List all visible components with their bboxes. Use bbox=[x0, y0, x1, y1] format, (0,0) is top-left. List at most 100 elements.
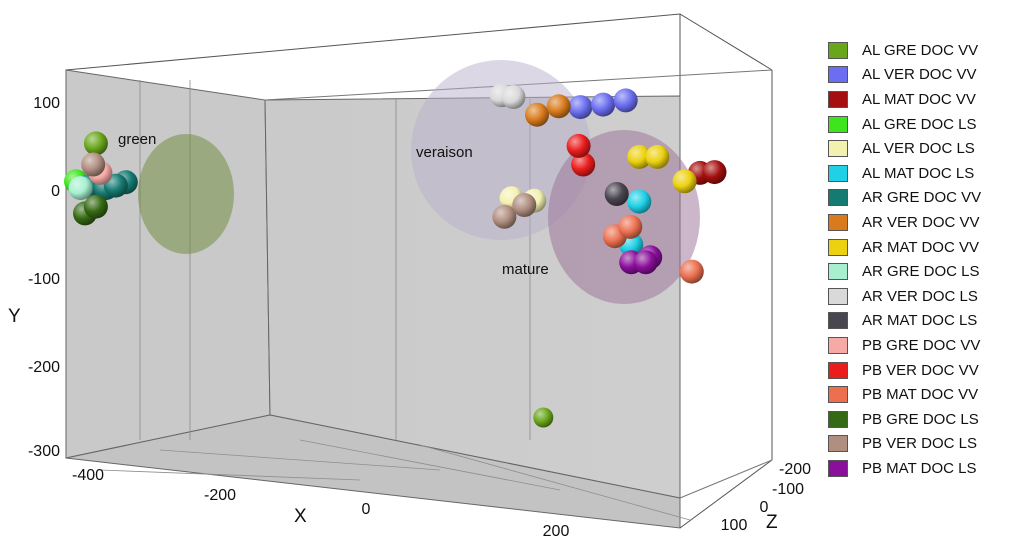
x-tick-label: -400 bbox=[72, 467, 104, 484]
legend-label: AL MAT DOC VV bbox=[862, 90, 976, 108]
legend-item: AL MAT DOC VV bbox=[828, 87, 1018, 112]
legend-item: AL GRE DOC VV bbox=[828, 38, 1018, 63]
legend-label: AR GRE DOC VV bbox=[862, 189, 982, 207]
legend-label: AR MAT DOC LS bbox=[862, 312, 978, 330]
cluster-labels: green veraison mature bbox=[118, 131, 549, 278]
legend-swatch bbox=[828, 263, 848, 281]
legend-item: PB MAT DOC LS bbox=[828, 456, 1018, 481]
legend-item: AR VER DOC VV bbox=[828, 210, 1018, 235]
legend-swatch bbox=[828, 435, 848, 453]
legend-item: PB MAT DOC VV bbox=[828, 382, 1018, 407]
data-point bbox=[525, 102, 549, 127]
data-point bbox=[533, 407, 554, 428]
data-point bbox=[633, 250, 658, 275]
legend-item: AR MAT DOC LS bbox=[828, 309, 1018, 334]
legend-label: PB MAT DOC VV bbox=[862, 386, 979, 404]
legend-label: PB VER DOC VV bbox=[862, 361, 979, 379]
y-tick-label: -100 bbox=[28, 271, 60, 288]
legend-item: PB VER DOC VV bbox=[828, 358, 1018, 383]
data-point bbox=[627, 189, 652, 214]
y-tick-label: -200 bbox=[28, 359, 60, 376]
legend-swatch bbox=[828, 459, 848, 477]
legend-item: AR VER DOC LS bbox=[828, 284, 1018, 309]
x-tick-label: -200 bbox=[204, 487, 236, 504]
legend-label: AL GRE DOC LS bbox=[862, 115, 977, 133]
legend-label: PB VER DOC LS bbox=[862, 435, 978, 453]
legend-swatch bbox=[828, 66, 848, 84]
data-point bbox=[604, 182, 629, 206]
y-tick-label: 100 bbox=[33, 95, 60, 112]
legend-item: AR MAT DOC VV bbox=[828, 235, 1018, 260]
data-point bbox=[613, 88, 638, 113]
data-point bbox=[591, 92, 616, 117]
data-point bbox=[81, 152, 106, 177]
legend-label: AL MAT DOC LS bbox=[862, 164, 975, 182]
data-point bbox=[672, 169, 697, 194]
legend-swatch bbox=[828, 361, 848, 379]
cluster-label-green: green bbox=[118, 131, 156, 148]
legend-swatch bbox=[828, 41, 848, 59]
x-tick-label: 0 bbox=[362, 501, 371, 518]
z-axis-label: Z bbox=[766, 512, 778, 533]
data-point bbox=[83, 131, 108, 156]
z-tick-label: 100 bbox=[721, 517, 748, 534]
legend-item: AL VER DOC VV bbox=[828, 63, 1018, 88]
legend-swatch bbox=[828, 189, 848, 207]
legend-label: AR MAT DOC VV bbox=[862, 238, 979, 256]
legend-label: PB GRE DOC LS bbox=[862, 410, 979, 428]
data-point bbox=[571, 152, 596, 177]
cluster-label-veraison: veraison bbox=[416, 144, 473, 161]
data-point bbox=[568, 95, 593, 120]
legend-label: AR GRE DOC LS bbox=[862, 263, 980, 281]
legend-label: AL GRE DOC VV bbox=[862, 41, 979, 59]
legend-item: AL MAT DOC LS bbox=[828, 161, 1018, 186]
cluster-label-mature: mature bbox=[502, 261, 549, 278]
data-point bbox=[645, 144, 670, 169]
legend-item: AL GRE DOC LS bbox=[828, 112, 1018, 137]
z-tick-label: -100 bbox=[772, 481, 804, 498]
legend: AL GRE DOC VV AL VER DOC VV AL MAT DOC VV A… bbox=[828, 38, 1018, 481]
data-point bbox=[679, 259, 704, 284]
x-tick-label: 200 bbox=[543, 523, 570, 540]
legend-swatch bbox=[828, 140, 848, 158]
legend-item: PB GRE DOC VV bbox=[828, 333, 1018, 358]
legend-label: PB MAT DOC LS bbox=[862, 459, 977, 477]
data-point bbox=[627, 144, 652, 169]
cluster-veraison bbox=[411, 60, 591, 240]
legend-item: AL VER DOC LS bbox=[828, 136, 1018, 161]
legend-swatch bbox=[828, 410, 848, 428]
legend-swatch bbox=[828, 336, 848, 354]
legend-swatch bbox=[828, 164, 848, 182]
cluster-green bbox=[138, 134, 234, 254]
legend-swatch bbox=[828, 287, 848, 305]
y-tick-label: 0 bbox=[51, 183, 60, 200]
legend-item: PB GRE DOC LS bbox=[828, 407, 1018, 432]
z-tick-label: 0 bbox=[760, 499, 769, 516]
y-axis-label: Y bbox=[8, 306, 21, 327]
data-point bbox=[68, 176, 93, 201]
data-point bbox=[546, 94, 571, 119]
legend-item: PB VER DOC LS bbox=[828, 432, 1018, 457]
legend-label: AL VER DOC VV bbox=[862, 66, 977, 84]
legend-label: PB GRE DOC VV bbox=[862, 336, 981, 354]
data-point bbox=[492, 204, 517, 229]
legend-label: AR VER DOC VV bbox=[862, 213, 980, 231]
legend-item: AR GRE DOC VV bbox=[828, 186, 1018, 211]
data-point bbox=[702, 160, 727, 185]
legend-swatch bbox=[828, 115, 848, 133]
data-point bbox=[501, 85, 526, 109]
legend-swatch bbox=[828, 312, 848, 330]
data-point bbox=[512, 193, 537, 217]
z-tick-label: -200 bbox=[779, 461, 811, 478]
legend-swatch bbox=[828, 90, 848, 108]
data-point bbox=[566, 133, 591, 158]
y-tick-label: -300 bbox=[28, 443, 60, 460]
legend-swatch bbox=[828, 238, 848, 256]
data-points bbox=[64, 83, 727, 428]
legend-label: AR VER DOC LS bbox=[862, 287, 978, 305]
legend-swatch bbox=[828, 213, 848, 231]
x-axis-label: X bbox=[294, 506, 307, 527]
legend-swatch bbox=[828, 386, 848, 404]
